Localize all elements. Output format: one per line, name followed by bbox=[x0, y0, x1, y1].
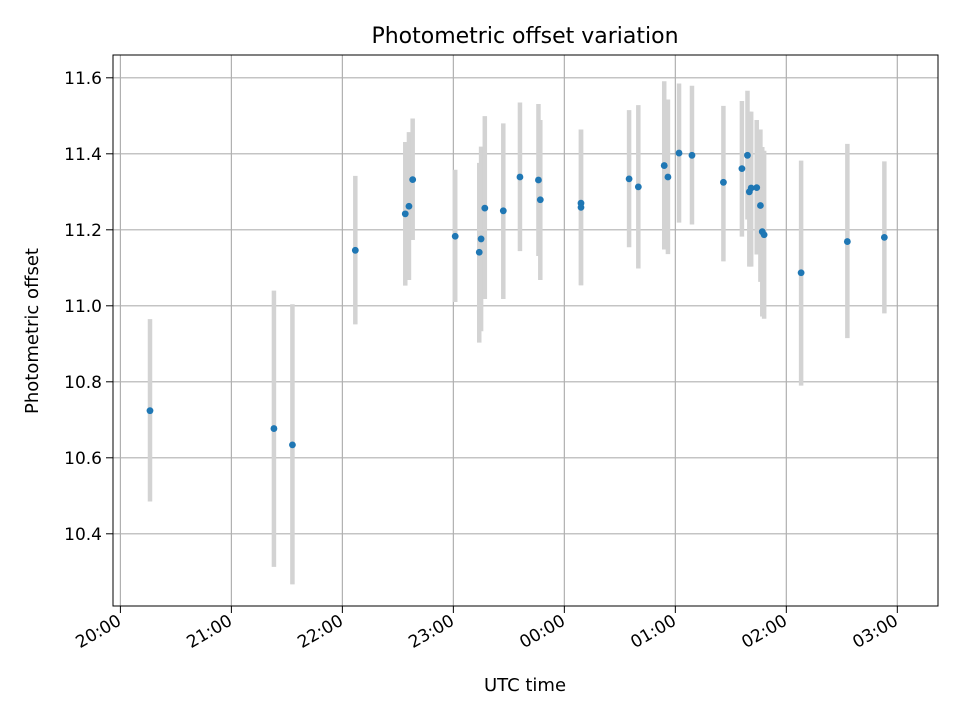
data-point bbox=[516, 173, 524, 181]
y-tick-label: 11.6 bbox=[64, 69, 102, 89]
data-point bbox=[409, 176, 417, 184]
data-point bbox=[843, 238, 851, 245]
y-tick-label: 11.4 bbox=[64, 145, 102, 165]
data-point bbox=[577, 199, 585, 207]
data-point bbox=[634, 183, 642, 191]
data-point bbox=[535, 176, 542, 184]
data-point bbox=[536, 196, 544, 204]
data-point bbox=[744, 151, 751, 159]
data-point bbox=[481, 204, 489, 212]
y-tick-label: 10.6 bbox=[64, 449, 102, 469]
data-point bbox=[477, 235, 485, 243]
data-point bbox=[753, 184, 761, 192]
plot-frame bbox=[112, 54, 939, 607]
data-point bbox=[401, 210, 409, 218]
data-points bbox=[146, 149, 888, 449]
x-axis-label: UTC time bbox=[484, 675, 566, 696]
data-point bbox=[660, 162, 668, 169]
y-tick-label: 11.0 bbox=[64, 297, 102, 317]
data-point bbox=[405, 202, 413, 210]
y-axis-ticks: 10.4 10.6 10.8 11.0 11.2 11.4 11.6 bbox=[64, 69, 113, 545]
data-point bbox=[797, 269, 805, 277]
data-point bbox=[757, 202, 764, 209]
data-point bbox=[146, 407, 154, 415]
data-point bbox=[499, 207, 507, 215]
chart-title: Photometric offset variation bbox=[371, 24, 678, 49]
data-point bbox=[688, 151, 696, 159]
data-point bbox=[475, 248, 483, 256]
data-point bbox=[675, 149, 683, 157]
data-point bbox=[289, 441, 296, 449]
data-point bbox=[664, 173, 672, 181]
data-point bbox=[451, 232, 459, 240]
data-point bbox=[270, 425, 278, 432]
y-tick-label: 10.8 bbox=[64, 373, 102, 393]
data-point bbox=[720, 178, 727, 186]
y-tick-label: 11.2 bbox=[64, 221, 102, 241]
data-point bbox=[760, 231, 768, 239]
data-point bbox=[880, 234, 888, 241]
y-axis-label: Photometric offset bbox=[22, 248, 43, 414]
data-point bbox=[738, 165, 746, 173]
data-point bbox=[747, 184, 755, 192]
y-tick-label: 10.4 bbox=[64, 525, 102, 545]
data-point bbox=[351, 246, 359, 254]
data-point bbox=[625, 175, 633, 183]
